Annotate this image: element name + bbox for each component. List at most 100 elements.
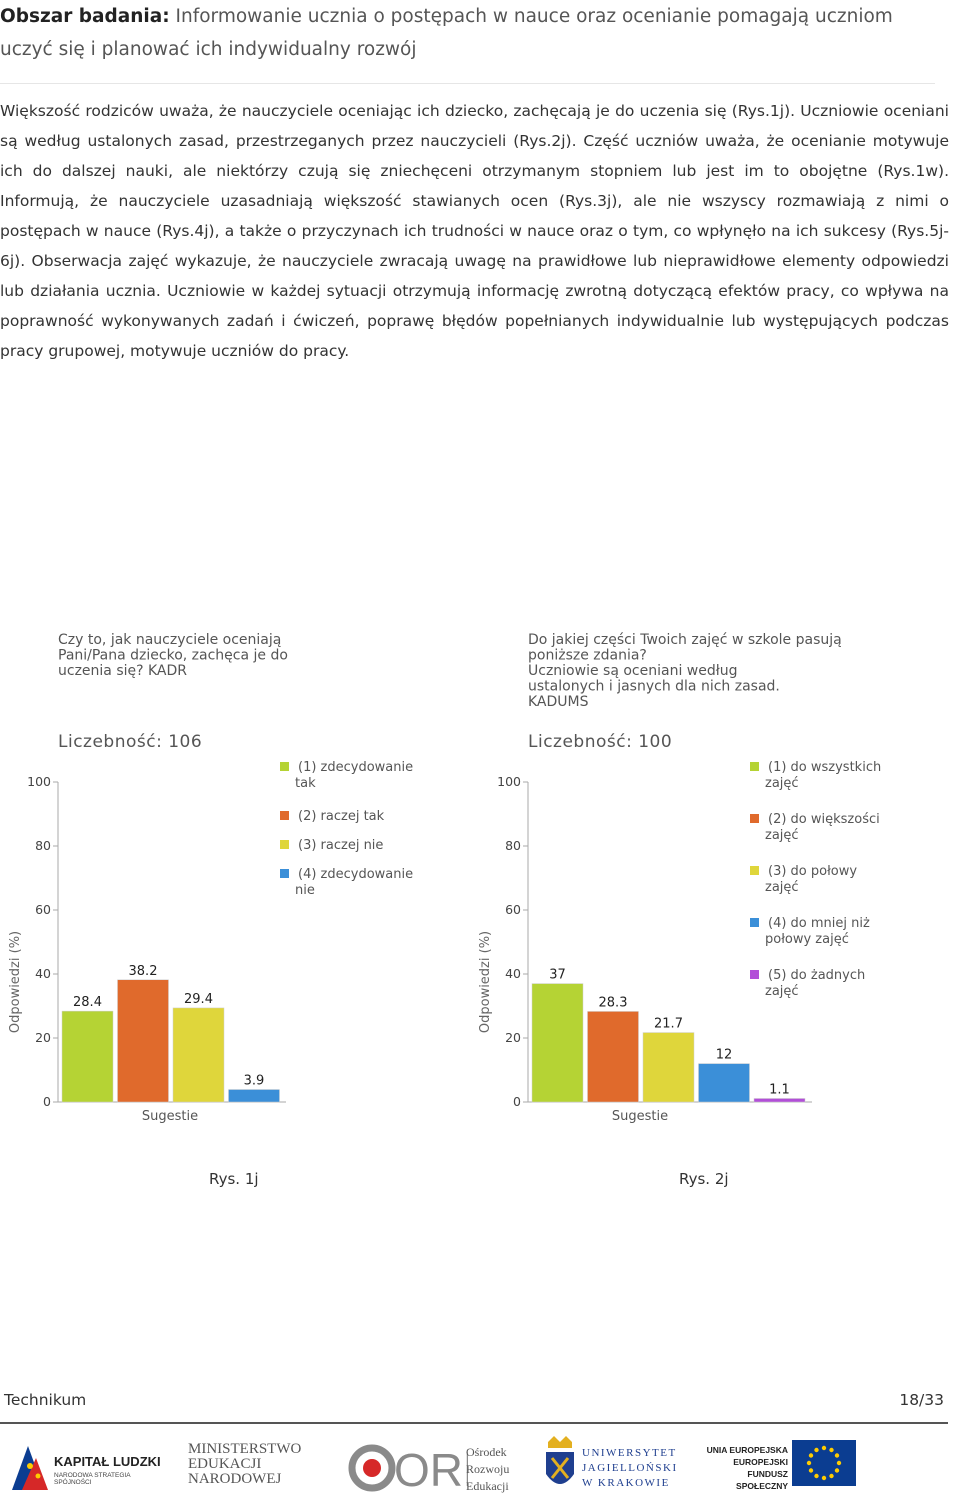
eu-star [829, 1473, 834, 1479]
uj-line-3: W KRAKOWIE [582, 1477, 670, 1489]
header-divider [0, 83, 935, 84]
bar-value-label: 21.7 [654, 1017, 683, 1032]
bar [587, 1011, 639, 1103]
eu-star [834, 1468, 840, 1473]
bar-value-label: 29.4 [184, 992, 213, 1007]
chart-count-label: Liczebność: 100 [528, 732, 672, 752]
eu-star [834, 1453, 840, 1458]
bar [172, 1007, 225, 1103]
ore-line-1: Ośrodek [466, 1445, 507, 1459]
uj-crest-icon [546, 1436, 574, 1484]
y-tick-label: 80 [35, 838, 51, 853]
legend-swatch [750, 918, 759, 927]
y-tick-label: 40 [35, 966, 51, 981]
men-line-3: NARODOWEJ [188, 1471, 282, 1487]
bar [228, 1089, 280, 1103]
y-tick-label: 100 [27, 774, 51, 789]
eu-flag-icon [792, 1440, 856, 1486]
y-tick-label: 100 [497, 774, 521, 789]
bar-value-label: 28.4 [73, 995, 102, 1010]
eu-star [808, 1453, 814, 1458]
ore-mark: ORE [348, 1444, 468, 1496]
y-axis-label: Odpowiedzi (%) [8, 931, 23, 1033]
chart-count-label: Liczebność: 106 [58, 732, 202, 752]
body-paragraph: Większość rodziców uważa, że nauczyciele… [0, 102, 949, 360]
x-axis-label: Sugestie [142, 1109, 198, 1124]
legend-entry-line: (1) do wszystkich [768, 760, 881, 775]
chart-rys-2j: Do jakiej części Twoich zajęć w szkole p… [470, 625, 940, 1130]
eu-star [808, 1468, 814, 1473]
legend-swatch [280, 762, 289, 771]
page-header: Obszar badania: Informowanie ucznia o po… [0, 0, 935, 66]
bar-value-label: 12 [716, 1048, 733, 1063]
legend-swatch [750, 866, 759, 875]
legend-entry-line: (4) zdecydowanie [298, 867, 413, 882]
chart-title-line: Czy to, jak nauczyciele oceniają [58, 632, 281, 648]
y-axis-label: Odpowiedzi (%) [478, 931, 493, 1033]
ore-line-2: Rozwoju [466, 1462, 510, 1476]
legend-entry-line: (3) do połowy [768, 864, 857, 879]
eu-star [836, 1460, 842, 1466]
legend-swatch [750, 814, 759, 823]
men-line-1: MINISTERSTWO [188, 1441, 302, 1457]
legend-swatch [750, 970, 759, 979]
legend-swatch [280, 840, 289, 849]
legend-entry-line: zajęć [765, 984, 799, 999]
kapital-ludzki-title: KAPITAŁ LUDZKI [54, 1454, 161, 1469]
chart-title-line: KADUMS [528, 694, 589, 710]
y-tick-label: 20 [505, 1030, 521, 1045]
uj-line-2: JAGIELLOŃSKI [582, 1462, 678, 1474]
legend-entry-line: (2) do większości [768, 812, 880, 827]
bar [531, 983, 584, 1103]
caption-rys-2j: Rys. 2j [679, 1170, 729, 1188]
caption-rys-1j: Rys. 1j [209, 1170, 259, 1188]
logo-ore: ORE Ośrodek Rozwoju Edukacji [348, 1432, 518, 1502]
legend-entry-line: (1) zdecydowanie [298, 760, 413, 775]
chart-title-line: Uczniowie są oceniani według [528, 663, 737, 679]
legend-entry-line: (2) raczej tak [298, 809, 385, 824]
ue-line-2: EUROPEJSKI [733, 1457, 788, 1467]
men-line-2: EDUKACJI [188, 1456, 262, 1472]
legend-swatch [280, 811, 289, 820]
legend-entry-line: (5) do żadnych [768, 968, 865, 983]
y-tick-label: 20 [35, 1030, 51, 1045]
footer-school-type: Technikum [4, 1391, 87, 1409]
eu-star [814, 1447, 819, 1453]
bar-value-label: 28.3 [599, 995, 628, 1010]
eu-star [821, 1445, 827, 1451]
ore-line-3: Edukacji [466, 1479, 509, 1493]
footer-divider [0, 1422, 948, 1424]
legend-entry-line: (4) do mniej niż [768, 916, 870, 931]
bar-value-label: 37 [549, 968, 566, 983]
legend-entry-line: tak [295, 776, 316, 791]
kapital-ludzki-subtitle: NARODOWA STRATEGIA SPÓJNOŚCI [54, 1472, 131, 1486]
legend-swatch [280, 869, 289, 878]
ue-caption: UNIA EUROPEJSKA EUROPEJSKI FUNDUSZ SPOŁE… [698, 1444, 788, 1492]
bar [61, 1010, 114, 1103]
legend-entry-line: zajęć [765, 828, 799, 843]
y-tick-label: 80 [505, 838, 521, 853]
footer-page-number: 18/33 [899, 1391, 944, 1409]
legend-entry-line: (3) raczej nie [298, 838, 383, 853]
header-title: Informowanie ucznia o postępach w nauce … [0, 6, 893, 60]
header-label: Obszar badania: [0, 6, 170, 27]
logo-ue: UNIA EUROPEJSKA EUROPEJSKI FUNDUSZ SPOŁE… [698, 1432, 860, 1502]
logo-men: MINISTERSTWO EDUKACJI NARODOWEJ [188, 1442, 318, 1512]
bar-value-label: 38.2 [129, 964, 158, 979]
y-tick-label: 0 [43, 1094, 51, 1109]
bar-value-label: 1.1 [769, 1082, 790, 1097]
bar [753, 1098, 806, 1103]
ue-line-3: FUNDUSZ SPOŁECZNY [736, 1469, 788, 1491]
bar [642, 1032, 695, 1103]
bar [117, 979, 169, 1103]
chart-svg: Czy to, jak nauczyciele oceniająPani/Pan… [8, 632, 413, 1124]
eu-star [821, 1475, 827, 1481]
body-text: Większość rodziców uważa, że nauczyciele… [0, 96, 949, 366]
bar-value-label: 3.9 [244, 1074, 265, 1089]
eu-star [814, 1473, 819, 1479]
uj-caption: UNIWERSYTET JAGIELLOŃSKI W KRAKOWIE [582, 1446, 678, 1491]
ue-line-1: UNIA EUROPEJSKA [706, 1445, 788, 1455]
eu-star [806, 1460, 812, 1466]
chart-title-line: Pani/Pana dziecko, zachęca je do [58, 648, 288, 664]
kapital-ludzki-emblem [12, 1446, 48, 1490]
